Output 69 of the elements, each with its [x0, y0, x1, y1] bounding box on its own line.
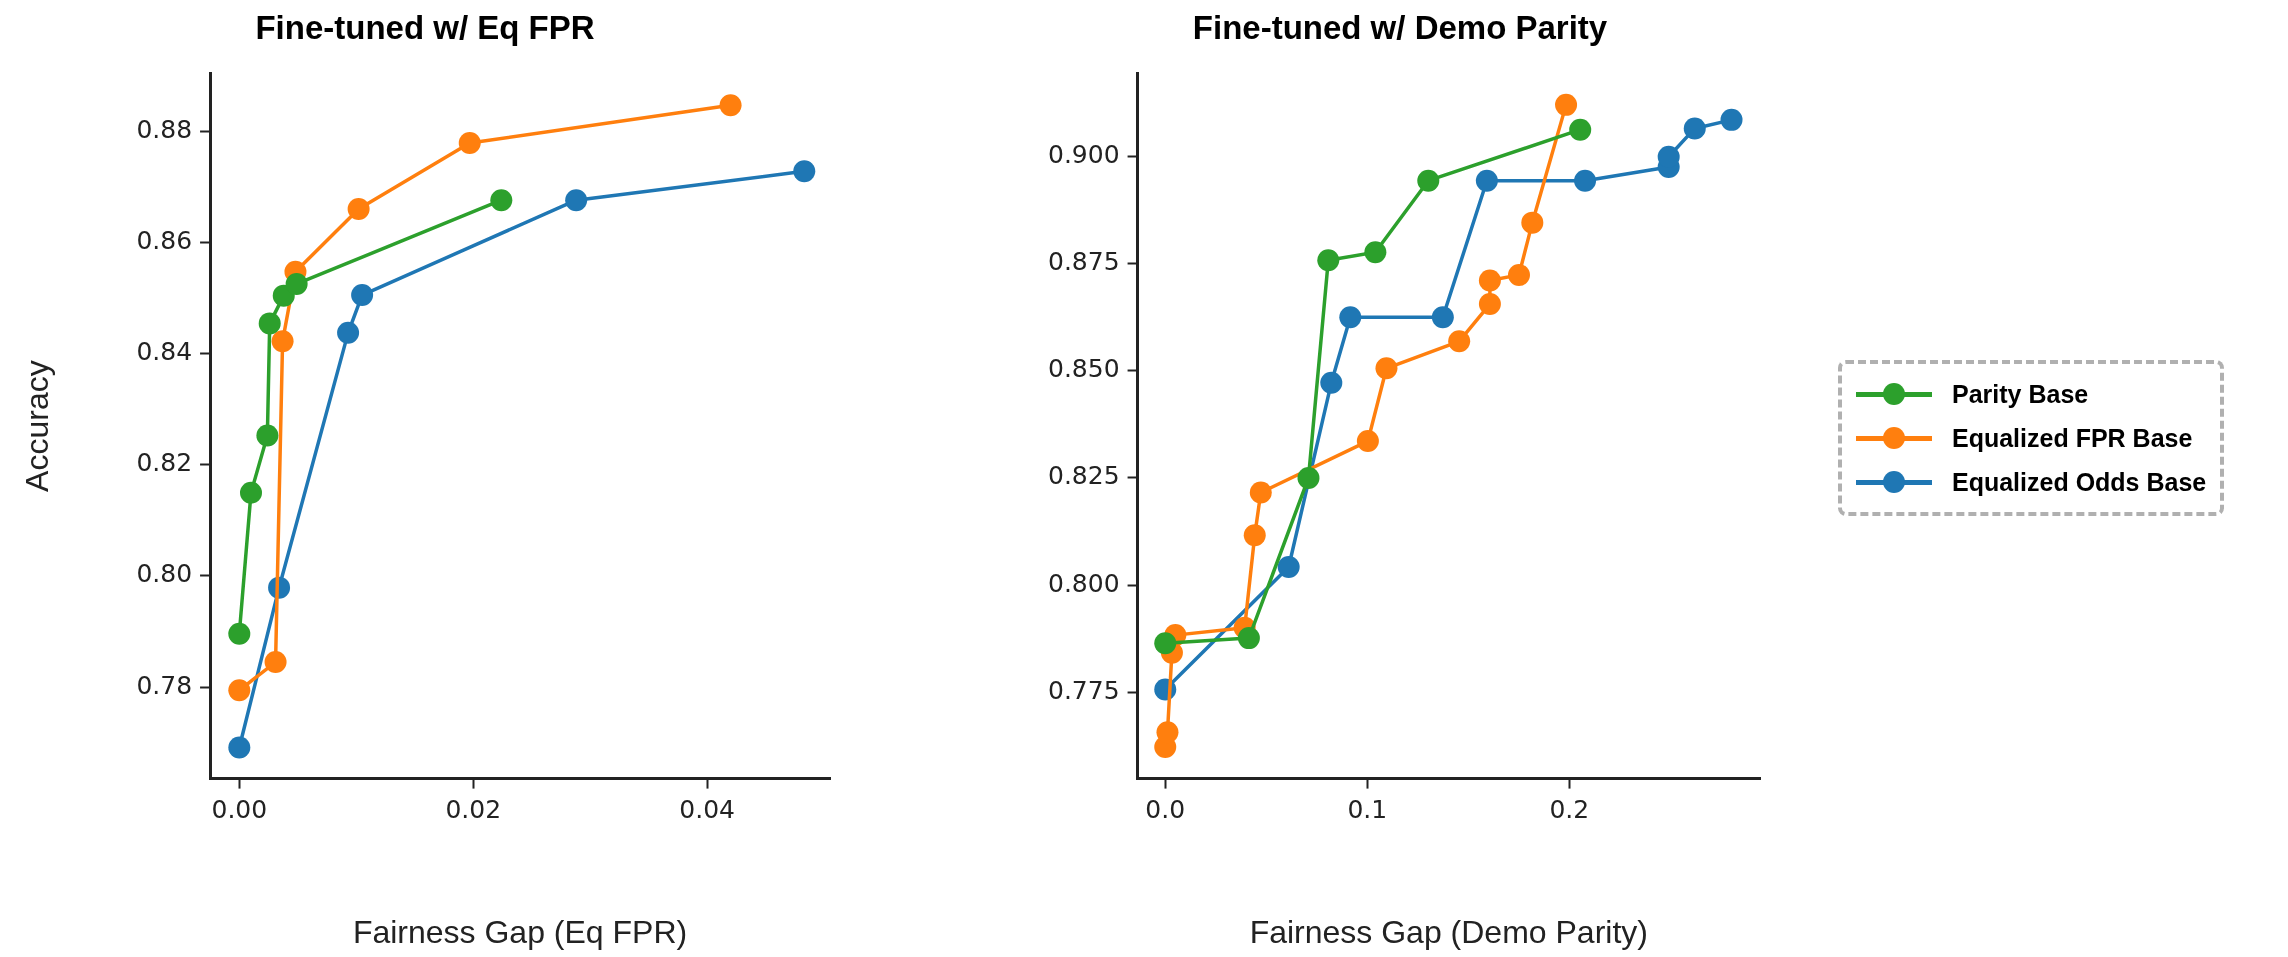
point — [1683, 117, 1706, 140]
point — [258, 312, 281, 335]
point — [271, 330, 294, 353]
x-tick-label: 0.2 — [1549, 795, 1590, 825]
y-tick-label: 0.88 — [136, 115, 193, 145]
point — [565, 189, 588, 212]
y-tick-label: 0.800 — [1047, 568, 1120, 598]
point — [1154, 632, 1177, 655]
point — [264, 651, 287, 674]
point — [1277, 556, 1300, 579]
point — [1317, 249, 1340, 272]
point — [1431, 306, 1454, 329]
point — [1156, 721, 1179, 744]
point — [285, 272, 308, 295]
point — [719, 94, 742, 117]
point — [1448, 330, 1471, 353]
y-tick-label: 0.86 — [136, 226, 193, 256]
point — [1574, 169, 1597, 192]
point — [1417, 169, 1440, 192]
x-tick-label: 0.0 — [1145, 795, 1186, 825]
y-tick-label: 0.900 — [1047, 140, 1120, 170]
y-tick-label: 0.84 — [136, 337, 193, 367]
point — [458, 131, 481, 154]
point — [1243, 524, 1266, 547]
chart-title: Fine-tuned w/ Eq FPR — [255, 8, 595, 46]
legend-label: Parity Base — [1952, 379, 2089, 409]
point — [256, 424, 279, 447]
point — [1720, 108, 1743, 131]
y-tick-label: 0.78 — [136, 670, 193, 700]
legend-label: Equalized FPR Base — [1952, 423, 2193, 453]
y-tick-label: 0.875 — [1047, 247, 1120, 277]
point — [1507, 263, 1530, 286]
point — [1237, 627, 1260, 650]
point — [1521, 211, 1544, 234]
point — [1320, 371, 1343, 394]
y-tick-label: 0.82 — [136, 448, 193, 478]
point — [228, 679, 251, 702]
y-tick-label: 0.825 — [1047, 461, 1120, 491]
point — [347, 198, 370, 221]
point — [1364, 241, 1387, 264]
point — [1478, 293, 1501, 316]
x-tick-label: 0.00 — [211, 795, 268, 825]
point — [793, 160, 816, 183]
point — [1555, 93, 1578, 116]
point — [1478, 269, 1501, 292]
point — [337, 321, 360, 344]
y-tick-label: 0.775 — [1047, 675, 1120, 705]
x-tick-label: 0.1 — [1347, 795, 1388, 825]
x-tick-label: 0.04 — [679, 795, 736, 825]
legend-label: Equalized Odds Base — [1952, 467, 2207, 497]
point — [351, 284, 374, 307]
point — [490, 189, 513, 212]
point — [1375, 357, 1398, 380]
y-tick-label: 0.850 — [1047, 354, 1120, 384]
chart-title: Fine-tuned w/ Demo Parity — [1192, 8, 1608, 46]
point — [1569, 118, 1592, 141]
point — [1356, 430, 1379, 453]
point — [228, 622, 251, 645]
point — [240, 481, 262, 504]
y-tick-label: 0.80 — [136, 559, 193, 589]
point — [1297, 466, 1320, 489]
x-axis-title: Fairness Gap (Demo Parity) — [1249, 913, 1648, 950]
point — [1339, 306, 1362, 329]
point — [1475, 169, 1498, 192]
y-axis-title: Accuracy — [19, 360, 56, 492]
point — [1249, 481, 1272, 504]
x-axis-title: Fairness Gap (Eq FPR) — [352, 913, 688, 950]
point — [228, 736, 251, 759]
x-tick-label: 0.02 — [445, 795, 502, 825]
